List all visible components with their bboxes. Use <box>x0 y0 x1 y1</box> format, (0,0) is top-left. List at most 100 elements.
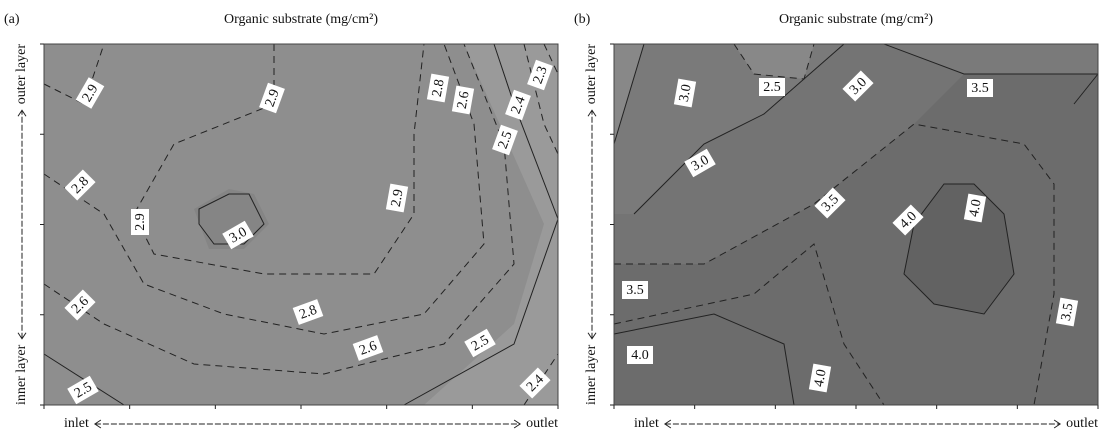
label-box <box>759 78 785 96</box>
contour-label: 2.9 <box>131 209 149 235</box>
contour-label: 4.0 <box>627 346 653 364</box>
y-label-start: inner layer <box>584 344 599 405</box>
label-box <box>808 363 832 393</box>
panel-label: (a) <box>4 12 20 27</box>
contour-label: 3.5 <box>622 281 648 299</box>
x-label-end: outlet <box>1066 416 1098 431</box>
contour-label: 2.6 <box>352 335 384 361</box>
label-box <box>352 335 384 361</box>
chart-title: Organic substrate (mg/cm²) <box>224 12 378 27</box>
panel-b: 3.0 2.5 3.0 3.5 3.0 3.5 4.0 4.0 3.5 3.5 4.0 4.0 <box>610 43 1099 409</box>
contour-label: 4.0 <box>963 193 987 223</box>
contour-label-text: 2.9 <box>263 87 283 109</box>
contour-label: 3.5 <box>967 79 993 97</box>
contour-label: 2.9 <box>259 82 285 114</box>
contour-label-text: 3.0 <box>677 83 695 103</box>
contour-label-text: 4.0 <box>812 368 830 388</box>
contour-line <box>614 123 1055 406</box>
contour-line <box>613 313 795 406</box>
panel-a: 2.9 2.9 2.82.62.32.42.52.82.93.02.92.6 2.82… <box>40 43 559 409</box>
region <box>614 44 1098 214</box>
contour-label: 3.0 <box>684 148 716 178</box>
arrow-head <box>587 332 597 340</box>
region <box>614 44 964 264</box>
contour-label: 2.5 <box>759 78 785 96</box>
contour-label-text: 2.6 <box>455 90 473 110</box>
label-box <box>492 124 518 156</box>
y-axis-label: inner layer outer layer <box>14 44 29 405</box>
contour-label-text: 4.0 <box>967 198 985 218</box>
contour-label: 2.5 <box>492 124 518 156</box>
contour-label: 2.5 <box>464 328 496 358</box>
contour-label: 2.4 <box>505 89 531 121</box>
contour-label-text: 2.3 <box>531 64 551 86</box>
contour-line <box>883 43 1099 105</box>
label-box <box>1055 297 1079 327</box>
contour-label: 3.5 <box>1055 297 1079 327</box>
contour-line <box>543 43 559 75</box>
label-box <box>673 78 697 108</box>
arrow-head <box>17 109 27 117</box>
label-box <box>464 328 496 358</box>
x-label-start: inlet <box>634 416 659 431</box>
x-label-start: inlet <box>64 416 89 431</box>
contour-label-text: 3.5 <box>1059 302 1077 322</box>
contour-line <box>733 43 815 80</box>
contour-label: 2.8 <box>426 73 450 103</box>
contour-line <box>903 183 1015 315</box>
contour-label-text: 4.0 <box>631 348 649 363</box>
contour-line <box>43 43 515 375</box>
label-box <box>131 209 149 235</box>
contour-line <box>43 43 105 105</box>
label-box <box>627 346 653 364</box>
contour-label: 2.4 <box>519 367 551 399</box>
label-box <box>967 79 993 97</box>
contour-label: 3.5 <box>814 187 846 219</box>
contour-label-text: 2.9 <box>389 188 407 208</box>
panel-label: (b) <box>574 12 591 27</box>
contour-line <box>613 243 885 406</box>
label-box <box>426 73 450 103</box>
label-box <box>963 193 987 223</box>
y-label-end: outer layer <box>584 44 599 105</box>
arrow-head <box>513 419 522 429</box>
label-box <box>527 59 553 91</box>
contour-label-text: 3.5 <box>626 283 644 298</box>
label-box <box>222 220 254 250</box>
label-box <box>519 367 551 399</box>
y-label-end: outer layer <box>14 44 29 105</box>
arrow-head <box>17 332 27 340</box>
label-box <box>842 70 874 102</box>
contour-label-text: 2.8 <box>430 78 448 98</box>
contour-label: 2.8 <box>292 299 324 325</box>
contour-label: 2.5 <box>67 375 99 405</box>
label-box <box>505 89 531 121</box>
label-box <box>64 289 96 321</box>
contour-label: 4.0 <box>892 204 924 236</box>
contour-label: 2.6 <box>451 85 475 115</box>
contour-line <box>133 43 425 275</box>
contour-label: 3.0 <box>842 70 874 102</box>
label-box <box>622 281 648 299</box>
region <box>614 44 814 144</box>
contour-label-text: 2.6 <box>357 339 379 359</box>
contour-label: 2.9 <box>385 183 409 213</box>
region <box>904 184 1014 314</box>
label-box <box>64 169 96 201</box>
x-label-end: outlet <box>526 416 558 431</box>
contour-label: 2.3 <box>527 59 553 91</box>
contour-label-text: 2.9 <box>133 213 148 231</box>
contour-label: 2.6 <box>64 289 96 321</box>
label-box <box>67 375 99 405</box>
contour-label-text: 2.5 <box>763 80 781 95</box>
label-box <box>684 148 716 178</box>
label-box <box>385 183 409 213</box>
contour-label-text: 2.5 <box>496 129 516 151</box>
chart-title: Organic substrate (mg/cm²) <box>779 12 933 27</box>
arrow-head <box>93 419 102 429</box>
arrow-head <box>663 419 672 429</box>
contour-line <box>43 43 485 335</box>
label-box <box>451 85 475 115</box>
